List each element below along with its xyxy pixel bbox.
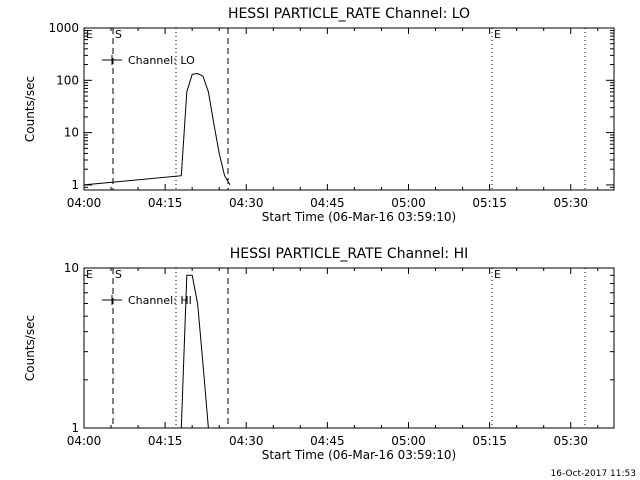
- y-tick-label: 1: [71, 178, 79, 192]
- x-axis-label: Start Time (06-Mar-16 03:59:10): [262, 210, 456, 224]
- annotation-label: S: [115, 268, 122, 281]
- panel-lo: HESSI PARTICLE_RATE Channel: LO Start Tim…: [23, 6, 615, 224]
- y-axis-label: Counts/sec: [23, 315, 37, 381]
- series-line: [180, 274, 209, 429]
- chart-title: HESSI PARTICLE_RATE Channel: HI: [230, 246, 468, 262]
- x-tick-label: 04:15: [148, 196, 183, 210]
- annotation-label: E: [86, 268, 93, 281]
- x-tick-label: 04:30: [229, 196, 264, 210]
- y-tick-label: 100: [56, 73, 79, 87]
- annotation-label: E: [494, 268, 501, 281]
- x-tick-label: 04:45: [310, 196, 345, 210]
- x-axis-label: Start Time (06-Mar-16 03:59:10): [262, 448, 456, 462]
- series-line: [83, 72, 231, 186]
- y-axis-label: Counts/sec: [23, 76, 37, 142]
- plot-frame: [83, 27, 615, 191]
- x-tick-label: 05:00: [391, 196, 426, 210]
- plot-frame: [83, 267, 615, 429]
- footer-timestamp: 16-Oct-2017 11:53: [551, 469, 636, 479]
- x-tick-label: 04:30: [229, 434, 264, 448]
- x-tick-label: 05:15: [472, 434, 507, 448]
- x-tick-label: 04:00: [67, 196, 102, 210]
- legend-entry: Channel: HI: [128, 294, 192, 307]
- y-tick-label: 1000: [48, 21, 79, 35]
- x-tick-label: 04:45: [310, 434, 345, 448]
- x-tick-label: 05:30: [553, 434, 588, 448]
- chart-title: HESSI PARTICLE_RATE Channel: LO: [228, 6, 470, 22]
- annotation-label: E: [86, 28, 93, 41]
- x-tick-label: 05:15: [472, 196, 507, 210]
- y-tick-label: 1: [71, 421, 79, 435]
- annotation-label: S: [115, 28, 122, 41]
- legend-entry: Channel: LO: [128, 54, 195, 67]
- panel-hi: HESSI PARTICLE_RATE Channel: HI Start Tim…: [23, 246, 615, 462]
- y-tick-label: 10: [64, 261, 79, 275]
- x-tick-label: 04:00: [67, 434, 102, 448]
- annotation-label: E: [494, 28, 501, 41]
- y-tick-label: 10: [64, 126, 79, 140]
- x-tick-label: 04:15: [148, 434, 183, 448]
- x-tick-label: 05:30: [553, 196, 588, 210]
- x-tick-label: 05:00: [391, 434, 426, 448]
